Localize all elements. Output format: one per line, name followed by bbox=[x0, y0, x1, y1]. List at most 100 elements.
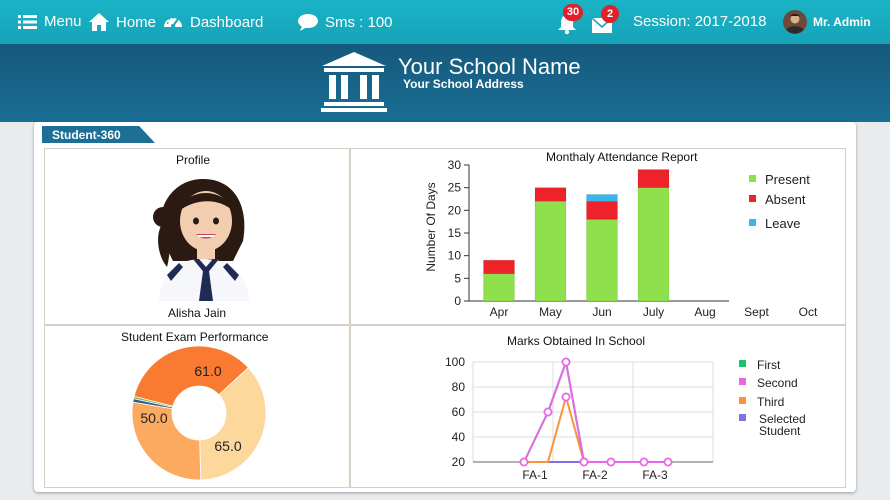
marks-x-tick-label: FA-2 bbox=[582, 468, 608, 482]
attendance-card: Monthaly Attendance Report Number Of Day… bbox=[350, 148, 846, 325]
mail-count-badge: 2 bbox=[601, 5, 619, 23]
marks-y-tick-label: 60 bbox=[452, 405, 466, 419]
exam-performance-title: Student Exam Performance bbox=[121, 330, 269, 344]
attendance-legend-label-absent: Absent bbox=[765, 192, 806, 207]
mail-count: 2 bbox=[606, 8, 614, 20]
attendance-bar-absent-july bbox=[637, 169, 670, 188]
marks-legend-swatch bbox=[739, 360, 746, 367]
marks-legend-swatch bbox=[739, 378, 746, 385]
attendance-bar-present-july bbox=[637, 187, 670, 302]
marks-legend-swatch bbox=[739, 397, 746, 404]
attendance-x-tick-label: Apr bbox=[490, 305, 509, 319]
user-avatar bbox=[783, 10, 807, 34]
marks-x-tick-label: FA-1 bbox=[522, 468, 548, 482]
school-banner: Your School Name Your School Address bbox=[0, 44, 890, 122]
marks-point-second bbox=[519, 457, 529, 467]
marks-y-tick-label: 40 bbox=[452, 430, 466, 444]
attendance-y-tick-label: 20 bbox=[448, 203, 462, 217]
attendance-legend-swatch-present bbox=[749, 175, 756, 182]
attendance-bar-present-may bbox=[534, 201, 567, 302]
marks-point-second bbox=[579, 457, 589, 467]
session-selector[interactable]: Session: 2017-2018 bbox=[633, 13, 766, 30]
marks-y-tick-label: 80 bbox=[452, 380, 466, 394]
attendance-bar-absent-may bbox=[534, 187, 567, 202]
attendance-x-tick-label: Jun bbox=[592, 305, 611, 319]
user-name: Mr. Admin bbox=[813, 15, 871, 29]
dashboard-label: Dashboard bbox=[190, 13, 264, 31]
attendance-legend-swatch-absent bbox=[749, 195, 756, 202]
menu-label: Menu bbox=[44, 13, 82, 30]
student-360-tab[interactable]: Student-360 bbox=[42, 126, 155, 143]
marks-point-second bbox=[663, 457, 673, 467]
notification-count-badge: 30 bbox=[563, 4, 583, 21]
marks-legend-label: Third bbox=[757, 395, 784, 409]
student-photo bbox=[149, 171, 257, 301]
exam-donut-slice bbox=[133, 395, 174, 408]
marks-series-line-third bbox=[524, 393, 668, 463]
exam-donut-label: 50.0 bbox=[140, 410, 167, 426]
attendance-x-tick-label: July bbox=[643, 305, 664, 319]
attendance-y-tick-label: 5 bbox=[454, 271, 461, 285]
attendance-legend-label-leave: Leave bbox=[765, 216, 800, 231]
marks-legend-swatch bbox=[739, 414, 746, 421]
attendance-bar-present-jun bbox=[586, 219, 618, 302]
marks-y-tick-label: 20 bbox=[452, 455, 466, 469]
sms-label: Sms : 100 bbox=[325, 14, 393, 31]
dashboard-gauge-icon bbox=[162, 12, 184, 32]
exam-donut-slice bbox=[133, 345, 249, 407]
hamburger-icon bbox=[18, 14, 38, 30]
attendance-y-tick-label: 10 bbox=[448, 249, 462, 263]
attendance-ylabel: Number Of Days bbox=[424, 182, 438, 271]
marks-legend-label: Second bbox=[757, 376, 798, 390]
attendance-bar-present-apr bbox=[483, 273, 515, 302]
marks-card: Marks Obtained In School 20 40 60 80 100 FA-1… bbox=[350, 325, 846, 488]
attendance-y-tick-label: 15 bbox=[448, 226, 462, 240]
marks-point-third-peak bbox=[561, 392, 571, 402]
menu-button[interactable]: Menu bbox=[18, 13, 82, 30]
marks-y-tick-label: 100 bbox=[445, 355, 465, 369]
exam-performance-card: Student Exam Performance 61.0 65.0 50.0 bbox=[44, 325, 350, 488]
marks-x-tick-label: FA-3 bbox=[642, 468, 668, 482]
marks-point-second bbox=[561, 357, 571, 367]
home-icon bbox=[88, 12, 110, 32]
home-link[interactable]: Home bbox=[88, 12, 156, 32]
marks-title: Marks Obtained In School bbox=[507, 334, 646, 348]
attendance-legend-label-present: Present bbox=[765, 172, 810, 187]
user-menu[interactable]: Mr. Admin bbox=[783, 10, 871, 34]
marks-point-second bbox=[543, 407, 553, 417]
exam-donut-label: 61.0 bbox=[194, 363, 221, 379]
session-label: Session: 2017-2018 bbox=[633, 13, 767, 30]
sms-counter[interactable]: Sms : 100 bbox=[297, 13, 393, 32]
attendance-y-tick-label: 30 bbox=[448, 158, 462, 172]
student-name: Alisha Jain bbox=[168, 306, 227, 320]
school-building-icon bbox=[320, 50, 388, 117]
school-name: Your School Name bbox=[398, 54, 581, 79]
attendance-bar-leave-jun bbox=[586, 194, 618, 202]
attendance-legend-swatch-leave bbox=[749, 219, 756, 226]
attendance-y-tick-label: 0 bbox=[454, 294, 461, 308]
attendance-bar-absent-jun bbox=[586, 201, 618, 220]
marks-legend-label: Selected bbox=[759, 412, 806, 426]
marks-legend-label: First bbox=[757, 358, 781, 372]
attendance-x-tick-label: Sept bbox=[744, 305, 769, 319]
attendance-x-tick-label: Oct bbox=[799, 305, 818, 319]
marks-point-second bbox=[639, 457, 649, 467]
exam-performance-chart: 61.0 65.0 50.0 bbox=[131, 345, 267, 481]
exam-donut-slice bbox=[131, 401, 202, 481]
attendance-chart: Number Of Days 0 5 10 15 20 25 30 Apr May Jun July… bbox=[424, 158, 818, 319]
attendance-bar-absent-apr bbox=[483, 259, 515, 275]
exam-donut-label: 65.0 bbox=[214, 438, 241, 454]
attendance-x-tick-label: Aug bbox=[694, 305, 715, 319]
dashboard-link[interactable]: Dashboard bbox=[162, 12, 263, 32]
attendance-title: Monthaly Attendance Report bbox=[546, 150, 698, 164]
attendance-y-tick-label: 25 bbox=[448, 181, 462, 195]
attendance-x-tick-label: May bbox=[539, 305, 562, 319]
chat-bubble-icon bbox=[297, 13, 319, 32]
notification-count: 30 bbox=[566, 6, 580, 18]
home-label: Home bbox=[116, 13, 157, 31]
profile-title: Profile bbox=[176, 153, 211, 167]
marks-point-second bbox=[606, 457, 616, 467]
top-navbar: Menu Home Dashboard Sms : 100 30 2 Sessi… bbox=[0, 0, 890, 44]
marks-chart: 20 40 60 80 100 FA-1 FA-2 FA-3 First Second Third S… bbox=[445, 355, 806, 482]
profile-card: Profile Alisha Jain bbox=[44, 148, 350, 325]
